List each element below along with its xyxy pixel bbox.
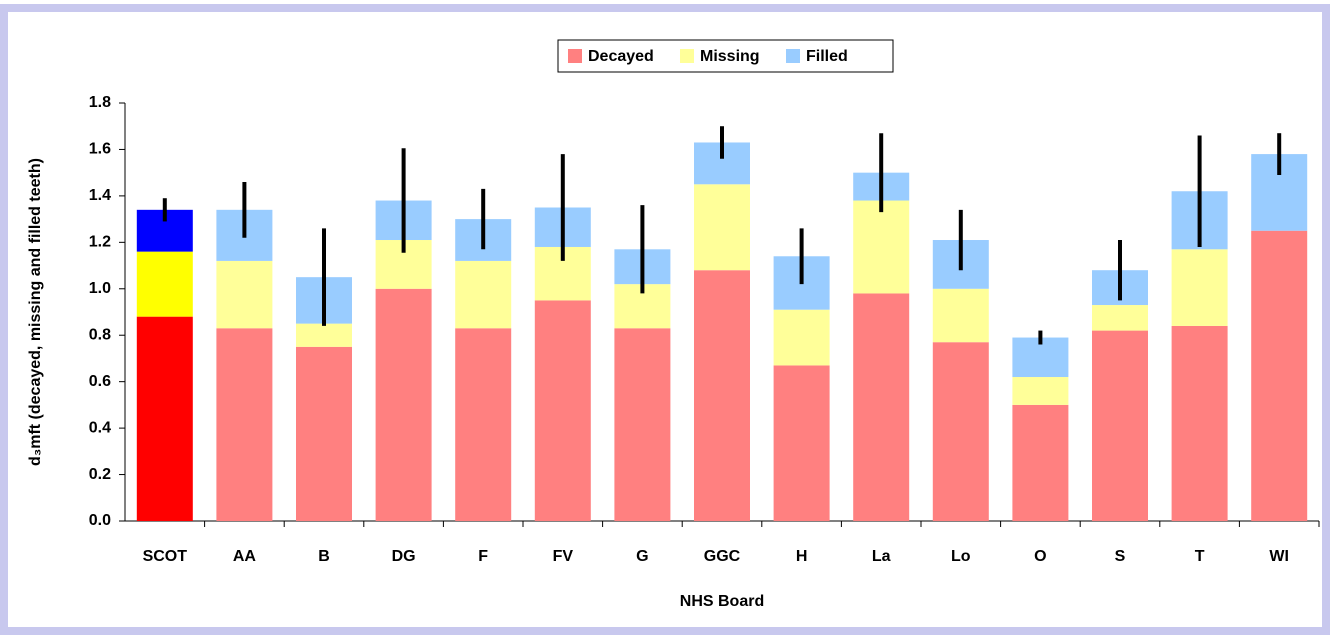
bar-segment <box>375 288 432 521</box>
bar-segment <box>853 293 910 521</box>
x-axis-label: NHS Board <box>680 593 764 610</box>
bar-segment <box>216 260 273 329</box>
y-axis-label: d₃mft (decayed, missing and filled teeth… <box>27 158 44 466</box>
bar-segment <box>1092 305 1148 331</box>
bar-segment <box>1012 377 1069 405</box>
bar-segment <box>932 288 989 343</box>
y-tick-label: 1.6 <box>89 141 111 158</box>
y-tick-label: 0.0 <box>89 512 111 529</box>
y-tick-label: 0.6 <box>89 373 111 390</box>
y-tick-label: 1.0 <box>89 280 111 297</box>
x-tick-label: FV <box>553 548 574 565</box>
x-tick-label: SCOT <box>143 548 188 565</box>
x-tick-label: O <box>1034 548 1046 565</box>
legend-swatch <box>680 49 694 63</box>
x-tick-label: La <box>872 548 891 565</box>
x-tick-label: DG <box>392 548 416 565</box>
bar-segment <box>455 260 512 329</box>
frame-border <box>0 4 1330 635</box>
bar-segment <box>1251 230 1308 521</box>
bar-segment <box>216 328 273 521</box>
x-tick-label: Lo <box>951 548 971 565</box>
bar-segment <box>136 316 193 521</box>
x-tick-label: AA <box>233 548 257 565</box>
x-tick-label: F <box>478 548 488 565</box>
bar-segment <box>853 200 910 294</box>
bar-segment <box>534 300 591 521</box>
bar-segment <box>694 184 750 271</box>
y-tick-label: 1.8 <box>89 94 111 111</box>
bar-segment <box>932 342 989 521</box>
bar-segment <box>296 346 352 521</box>
bar-segment <box>1171 249 1228 326</box>
y-tick-label: 0.4 <box>89 419 111 436</box>
legend-label: Decayed <box>588 48 654 65</box>
x-tick-label: G <box>636 548 648 565</box>
x-tick-label: WI <box>1269 548 1289 565</box>
x-tick-label: B <box>318 548 330 565</box>
legend-swatch <box>568 49 582 63</box>
x-tick-label: S <box>1115 548 1126 565</box>
bar-segment <box>773 309 830 366</box>
bar-segment <box>1012 404 1069 521</box>
legend-swatch <box>786 49 800 63</box>
x-tick-label: GGC <box>704 548 741 565</box>
legend-label: Missing <box>700 48 760 65</box>
bar-segment <box>773 365 830 521</box>
bar-segment <box>1171 325 1228 521</box>
legend-label: Filled <box>806 48 848 65</box>
bar-segment <box>296 323 352 347</box>
y-tick-label: 0.2 <box>89 466 111 483</box>
legend-box <box>557 39 894 73</box>
bar-segment <box>614 328 671 521</box>
x-tick-label: H <box>796 548 808 565</box>
y-tick-label: 0.8 <box>89 326 111 343</box>
bar-segment <box>136 251 193 317</box>
bar-segment <box>455 328 512 521</box>
bar-segment <box>694 270 750 521</box>
y-tick-label: 1.4 <box>89 187 111 204</box>
bar-segment <box>1092 330 1148 521</box>
y-tick-label: 1.2 <box>89 234 111 251</box>
x-tick-label: T <box>1195 548 1205 565</box>
